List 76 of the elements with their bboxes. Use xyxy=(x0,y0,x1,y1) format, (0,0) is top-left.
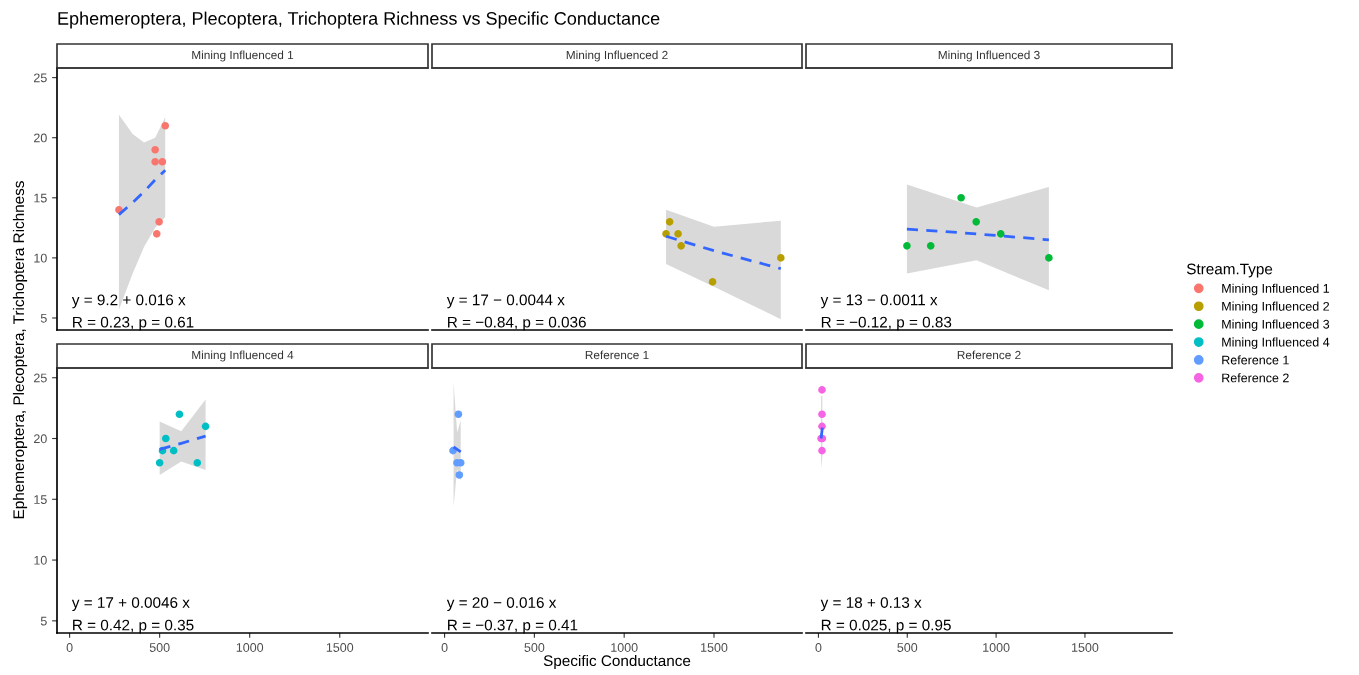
legend-label: Mining Influenced 3 xyxy=(1222,319,1330,332)
point xyxy=(996,230,1005,238)
y-tick-label: 25 xyxy=(34,73,47,83)
x-tick-label: 1500 xyxy=(1071,643,1099,652)
chart-subtitle: Reference 2 xyxy=(957,350,1021,360)
x-tick-label: 0 xyxy=(815,643,822,652)
line-series xyxy=(117,168,167,217)
annotation: R = 0.42, p = 0.35 xyxy=(73,619,194,634)
x-tick-label: 1000 xyxy=(236,643,264,652)
annotation: R = −0.84, p = 0.036 xyxy=(448,316,586,331)
x-axis-title: Specific Conductance xyxy=(543,654,691,670)
point xyxy=(674,230,682,238)
point xyxy=(155,459,164,467)
x-tick-label: 0 xyxy=(66,643,73,652)
y-tick-label: 5 xyxy=(40,313,47,323)
point xyxy=(155,218,163,226)
point xyxy=(175,410,184,418)
y-tick-label: 25 xyxy=(34,373,47,383)
x-tick-label: 1500 xyxy=(701,643,728,652)
point xyxy=(151,145,159,154)
point xyxy=(161,434,170,443)
point xyxy=(677,242,685,250)
point xyxy=(454,410,463,418)
x-tick-label: 500 xyxy=(897,643,918,652)
annotation: R = 0.025, p = 0.95 xyxy=(821,619,951,634)
chart-subtitle: Mining Influenced 1 xyxy=(192,50,294,62)
chart-subtitle: Mining Influenced 3 xyxy=(938,50,1040,62)
point xyxy=(957,193,965,202)
legend-label: Reference 1 xyxy=(1222,355,1289,365)
legend-title: Stream.Type xyxy=(1186,263,1273,278)
annotation: y = 17 + 0.0046 x xyxy=(71,597,190,611)
annotation: R = −0.37, p = 0.41 xyxy=(448,619,578,634)
point xyxy=(1045,254,1053,262)
point xyxy=(152,230,161,238)
annotation: y = 13 − 0.0011 x xyxy=(820,294,938,309)
annotation: y = 17 − 0.0044 x xyxy=(446,294,565,309)
x-tick-label: 0 xyxy=(441,643,448,652)
x-tick-label: 500 xyxy=(524,643,545,652)
point xyxy=(201,422,210,431)
point xyxy=(169,446,178,455)
point xyxy=(708,278,717,286)
point xyxy=(158,157,167,166)
point xyxy=(193,459,202,467)
x-tick-label: 1500 xyxy=(326,643,354,652)
point xyxy=(926,242,935,250)
point xyxy=(151,157,159,166)
point xyxy=(777,254,785,262)
y-tick-label: 10 xyxy=(34,253,47,263)
annotation: y = 20 − 0.016 x xyxy=(446,597,557,611)
annotation: y = 18 + 0.13 x xyxy=(820,597,922,611)
point xyxy=(972,218,981,226)
legend-label: Reference 2 xyxy=(1222,373,1289,383)
point xyxy=(665,218,674,226)
y-tick-label: 15 xyxy=(34,193,47,203)
point xyxy=(161,121,170,130)
chart-subtitle: Mining Influenced 2 xyxy=(566,50,668,62)
chart-subtitle: Reference 1 xyxy=(585,350,649,360)
annotation: R = −0.12, p = 0.83 xyxy=(821,316,952,331)
y-axis-title: Ephemeroptera, Plecoptera, Trichoptera Richness xyxy=(12,181,28,519)
annotation: y = 9.2 + 0.016 x xyxy=(71,294,186,309)
x-tick-label: 1000 xyxy=(983,643,1010,652)
y-tick-label: 5 xyxy=(40,616,47,626)
y-tick-label: 20 xyxy=(34,434,47,444)
point xyxy=(455,471,464,479)
y-tick-label: 15 xyxy=(34,495,47,504)
legend-label: Mining Influenced 4 xyxy=(1222,337,1330,350)
y-tick-label: 10 xyxy=(34,555,47,565)
chart-title: Ephemeroptera, Plecoptera, Trichoptera Richness vs Specific Conductance xyxy=(58,11,660,29)
annotation: R = 0.23, p = 0.61 xyxy=(73,316,194,331)
chart-subtitle: Mining Influenced 4 xyxy=(192,350,294,362)
x-tick-label: 500 xyxy=(149,643,170,652)
legend-label: Mining Influenced 1 xyxy=(1222,283,1330,296)
legend-label: Mining Influenced 2 xyxy=(1222,301,1330,314)
y-tick-label: 20 xyxy=(34,133,47,143)
x-tick-label: 1000 xyxy=(611,643,638,652)
point xyxy=(903,242,911,250)
